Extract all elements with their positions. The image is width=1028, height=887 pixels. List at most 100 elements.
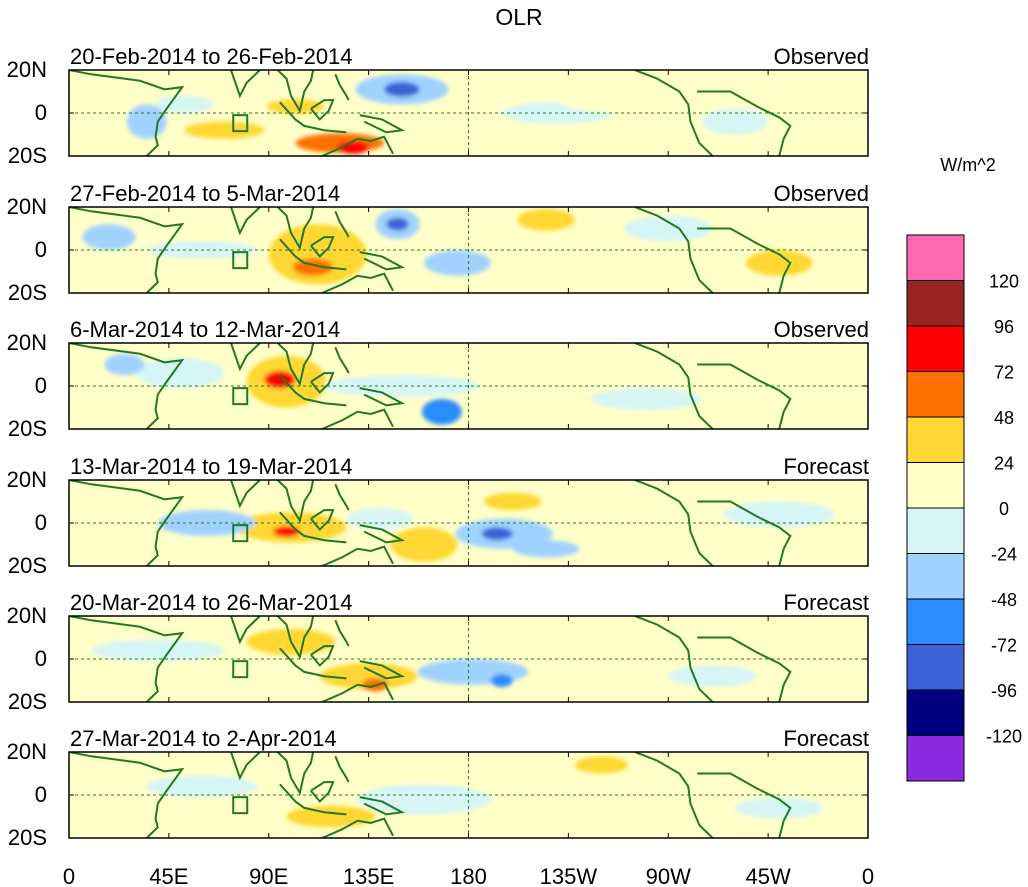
panel-kind: Observed xyxy=(774,181,869,206)
coastline xyxy=(69,70,792,156)
colorbar-swatch xyxy=(906,462,965,509)
x-tick-label: 0 xyxy=(862,864,874,887)
anomaly-cell xyxy=(421,398,462,425)
anomaly-cell xyxy=(601,510,735,536)
anomaly-cell xyxy=(734,622,824,653)
y-tick-label: 20N xyxy=(7,330,47,355)
anomaly-cell xyxy=(384,81,420,97)
colorbar-label: 96 xyxy=(994,317,1014,337)
anomaly-cell xyxy=(82,224,136,251)
panel-kind: Forecast xyxy=(783,726,869,751)
colorbar-label: 48 xyxy=(994,408,1014,428)
y-tick-label: 0 xyxy=(35,510,47,535)
anomaly-cell xyxy=(155,95,214,113)
panel-kind: Observed xyxy=(774,44,869,69)
panel-kind: Forecast xyxy=(783,454,869,479)
anomaly-cell xyxy=(135,358,225,389)
panel-period: 27-Mar-2014 to 2-Apr-2014 xyxy=(70,726,337,751)
x-tick-label: 90E xyxy=(249,864,288,887)
anomaly-cell xyxy=(126,104,167,139)
panel-1: 20N 0 20S 20-Feb-2014 to 26-Feb-2014 Observe… xyxy=(7,44,869,168)
colorbar-swatch xyxy=(906,689,965,736)
anomaly-cell xyxy=(386,217,409,231)
anomaly-cell xyxy=(517,209,576,231)
anomaly-cell xyxy=(535,247,624,270)
panel-2: 20N 0 20S 27-Feb-2014 to 5-Mar-2014 Observed xyxy=(7,181,869,305)
colorbar-swatch xyxy=(906,280,965,327)
coastline xyxy=(69,752,792,838)
anomaly-cell xyxy=(745,250,813,276)
panel-kind: Observed xyxy=(774,317,869,342)
y-tick-label: 20S xyxy=(8,416,47,441)
x-tick-label: 0 xyxy=(63,864,75,887)
colorbar-swatch xyxy=(906,553,965,600)
outline-box xyxy=(232,796,249,815)
y-tick-label: 0 xyxy=(35,646,47,671)
outline-box xyxy=(232,387,249,406)
anomaly-cell xyxy=(157,510,256,536)
colorbar-swatch xyxy=(906,416,965,463)
panels: 20N 0 20S 20-Feb-2014 to 26-Feb-2014 Observe… xyxy=(7,44,869,850)
panel-5: 20N 0 20S 20-Mar-2014 to 26-Mar-2014 Forecas… xyxy=(7,590,869,714)
anomaly-cell xyxy=(723,501,835,528)
panel-6: 20N 0 20S 27-Mar-2014 to 2-Apr-2014 Forecast xyxy=(7,726,869,850)
anomaly-cell xyxy=(575,756,629,774)
colorbar-swatch xyxy=(906,234,965,281)
anomaly-cell xyxy=(337,140,369,154)
colorbar-label: -24 xyxy=(991,545,1017,565)
y-tick-label: 20S xyxy=(8,825,47,850)
y-tick-label: 20S xyxy=(8,689,47,714)
coastline xyxy=(69,480,792,566)
y-tick-label: 20N xyxy=(7,467,47,492)
panel-4: 20N 0 20S 13-Mar-2014 to 19-Mar-2014 Forecas… xyxy=(7,454,869,578)
anomaly-cell xyxy=(734,797,824,819)
colorbar-swatch xyxy=(906,371,965,418)
outline-box xyxy=(232,114,249,133)
y-tick-label: 20N xyxy=(7,603,47,628)
outline-box xyxy=(232,660,249,679)
anomaly-cell xyxy=(701,108,769,135)
x-tick-label: 45E xyxy=(149,864,188,887)
anomaly-cell xyxy=(546,628,702,655)
y-tick-label: 20S xyxy=(8,143,47,168)
x-tick-label: 180 xyxy=(450,864,487,887)
anomaly-cell xyxy=(590,388,702,410)
colorbar-units: W/m^2 xyxy=(940,155,995,175)
panel-kind: Forecast xyxy=(783,590,869,615)
anomaly-cell xyxy=(481,527,513,541)
coastline xyxy=(69,207,792,293)
colorbar-label: -120 xyxy=(986,727,1022,747)
y-tick-label: 20S xyxy=(8,280,47,305)
anomaly-cell xyxy=(91,639,225,662)
y-tick-label: 20N xyxy=(7,194,47,219)
y-tick-label: 20N xyxy=(7,739,47,764)
colorbar-label: 120 xyxy=(989,272,1019,292)
outline-box xyxy=(232,524,249,543)
anomaly-cell xyxy=(424,250,491,276)
anomaly-cell xyxy=(484,492,542,511)
anomaly-cell xyxy=(319,663,418,690)
y-tick-label: 0 xyxy=(35,373,47,398)
colorbar-label: -72 xyxy=(991,636,1017,656)
x-tick-label: 45W xyxy=(746,864,791,887)
colorbar: 120 96 72 48 24 0 -24 -48 -72 -96 -120 xyxy=(906,234,1022,782)
anomaly-cell xyxy=(490,674,513,687)
anomaly-cell xyxy=(668,665,758,687)
anomaly-cell xyxy=(184,121,265,139)
anomaly-cell xyxy=(264,764,354,791)
y-tick-label: 0 xyxy=(35,782,47,807)
anomaly-cell xyxy=(346,507,414,530)
chart-title: OLR xyxy=(495,4,542,30)
panel-3: 20N 0 20S 6-Mar-2014 to 12-Mar-2014 Observed xyxy=(7,317,869,441)
x-tick-label: 135W xyxy=(540,864,598,887)
coastline xyxy=(69,343,792,429)
colorbar-swatch xyxy=(906,507,965,554)
colorbar-label: -96 xyxy=(991,681,1017,701)
colorbar-label: 24 xyxy=(994,454,1014,474)
y-tick-label: 20N xyxy=(7,57,47,82)
panel-period: 20-Feb-2014 to 26-Feb-2014 xyxy=(70,44,353,69)
y-tick-label: 0 xyxy=(35,100,47,125)
y-tick-label: 0 xyxy=(35,237,47,262)
outline-box xyxy=(232,251,249,270)
panel-period: 20-Mar-2014 to 26-Mar-2014 xyxy=(70,590,352,615)
